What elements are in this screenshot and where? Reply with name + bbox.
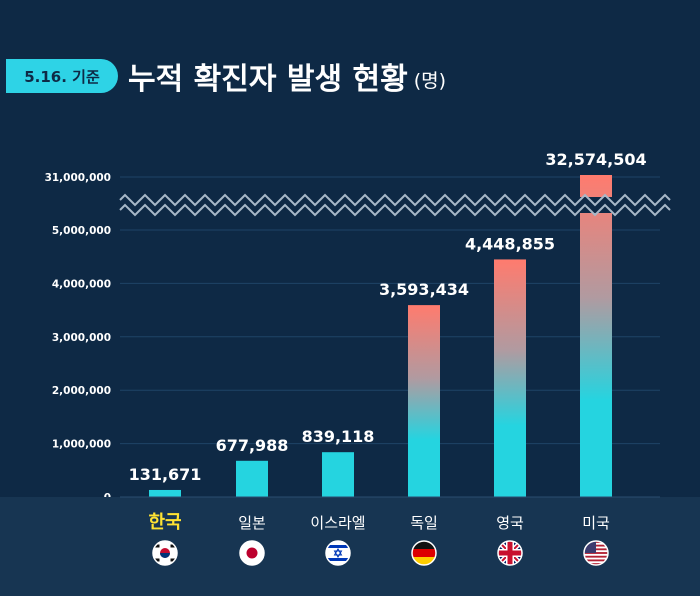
axis-break-wave xyxy=(119,193,671,207)
germany-flag-icon xyxy=(411,540,437,566)
israel-flag-icon xyxy=(325,540,351,566)
page-title: 누적 확진자 발생 현황 (명) xyxy=(128,54,446,98)
bar-4 xyxy=(494,259,526,497)
usa-flag-icon xyxy=(583,540,609,566)
y-tick-label: 31,000,000 xyxy=(45,172,111,184)
value-label: 839,118 xyxy=(302,427,375,446)
axis-break-wave xyxy=(119,203,671,217)
y-tick-label: 5,000,000 xyxy=(52,225,111,237)
category-label: 독일 xyxy=(410,514,438,532)
date-badge: 5.16. 기준 xyxy=(6,59,118,93)
category-band xyxy=(0,497,700,596)
y-tick-label: 4,000,000 xyxy=(52,278,111,290)
y-tick-label: 3,000,000 xyxy=(52,332,111,344)
category-label: 이스라엘 xyxy=(310,514,365,532)
uk-flag-icon xyxy=(497,540,523,566)
value-label: 3,593,434 xyxy=(379,280,469,299)
value-label: 4,448,855 xyxy=(465,234,555,253)
category-label: 한국 xyxy=(148,512,181,533)
y-tick-label: 1,000,000 xyxy=(52,439,111,451)
category-label: 미국 xyxy=(582,514,610,532)
y-tick-label: 2,000,000 xyxy=(52,385,111,397)
bar-5 xyxy=(580,175,612,497)
bar-3 xyxy=(408,305,440,497)
category-label: 영국 xyxy=(496,514,524,532)
japan-flag-icon xyxy=(239,540,265,566)
bar-2 xyxy=(322,452,354,497)
value-label: 677,988 xyxy=(216,436,289,455)
bar-0 xyxy=(149,489,181,497)
value-label: 131,671 xyxy=(129,465,202,484)
korea-flag-icon xyxy=(152,540,178,566)
category-label: 일본 xyxy=(238,514,266,532)
title-text: 누적 확진자 발생 현황 xyxy=(128,62,408,97)
bar-1 xyxy=(236,460,268,497)
unit-label: (명) xyxy=(413,69,447,92)
value-label: 32,574,504 xyxy=(545,150,646,169)
